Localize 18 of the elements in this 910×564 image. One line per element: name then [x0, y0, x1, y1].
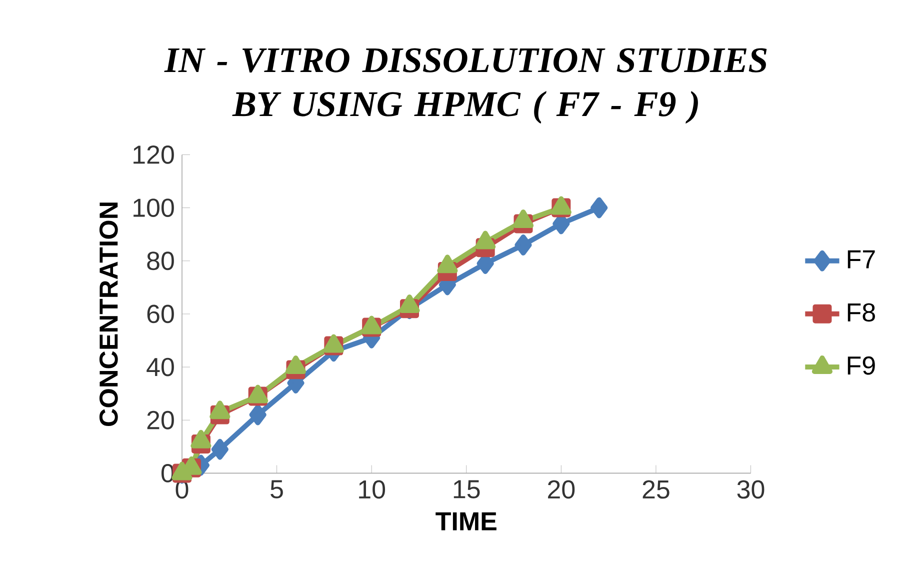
legend-label: F9: [848, 356, 875, 375]
legend-label: F8: [848, 303, 875, 322]
legend-label: F7: [848, 250, 875, 268]
y-tick-label: 80: [147, 252, 174, 270]
x-tick-label: 5: [270, 480, 283, 498]
x-tick-label: 20: [548, 480, 575, 499]
y-tick-label: 100: [134, 198, 174, 217]
y-tick-label: 40: [146, 358, 174, 376]
chart-title: IN - VITRO DISSOLUTION STUDIES BY USING HPMC ( F7 - F9 ): [164, 48, 767, 124]
y-tick-label: 20: [147, 410, 174, 430]
y-tick-label: 60: [147, 304, 174, 324]
x-tick-label: 10: [359, 480, 386, 499]
x-axis-title: TIME: [436, 512, 496, 530]
x-tick-label: 25: [642, 480, 670, 499]
y-tick-label: 120: [134, 145, 174, 164]
y-axis-title: CONCENTRATION: [99, 202, 118, 426]
x-tick-label: 15: [454, 480, 480, 498]
x-tick-label: 30: [737, 480, 764, 499]
